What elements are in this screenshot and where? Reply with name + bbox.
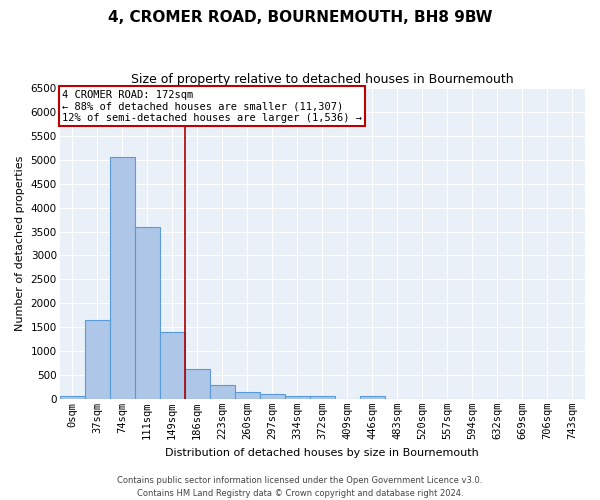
Bar [310,396,335,399]
Bar [160,332,185,399]
Text: 4 CROMER ROAD: 172sqm
← 88% of detached houses are smaller (11,307)
12% of semi-: 4 CROMER ROAD: 172sqm ← 88% of detached … [62,90,362,123]
X-axis label: Distribution of detached houses by size in Bournemouth: Distribution of detached houses by size … [166,448,479,458]
Title: Size of property relative to detached houses in Bournemouth: Size of property relative to detached ho… [131,72,514,86]
Text: Contains HM Land Registry data © Crown copyright and database right 2024.: Contains HM Land Registry data © Crown c… [137,488,463,498]
Bar [260,394,285,399]
Y-axis label: Number of detached properties: Number of detached properties [15,156,25,331]
Bar [110,157,134,399]
Bar [285,396,310,399]
Bar [210,384,235,399]
Bar [134,227,160,399]
Bar [360,396,385,399]
Text: Contains public sector information licensed under the Open Government Licence v3: Contains public sector information licen… [118,476,482,485]
Bar [59,396,85,399]
Bar [85,320,110,399]
Text: 4, CROMER ROAD, BOURNEMOUTH, BH8 9BW: 4, CROMER ROAD, BOURNEMOUTH, BH8 9BW [108,10,492,25]
Bar [235,392,260,399]
Bar [185,369,210,399]
